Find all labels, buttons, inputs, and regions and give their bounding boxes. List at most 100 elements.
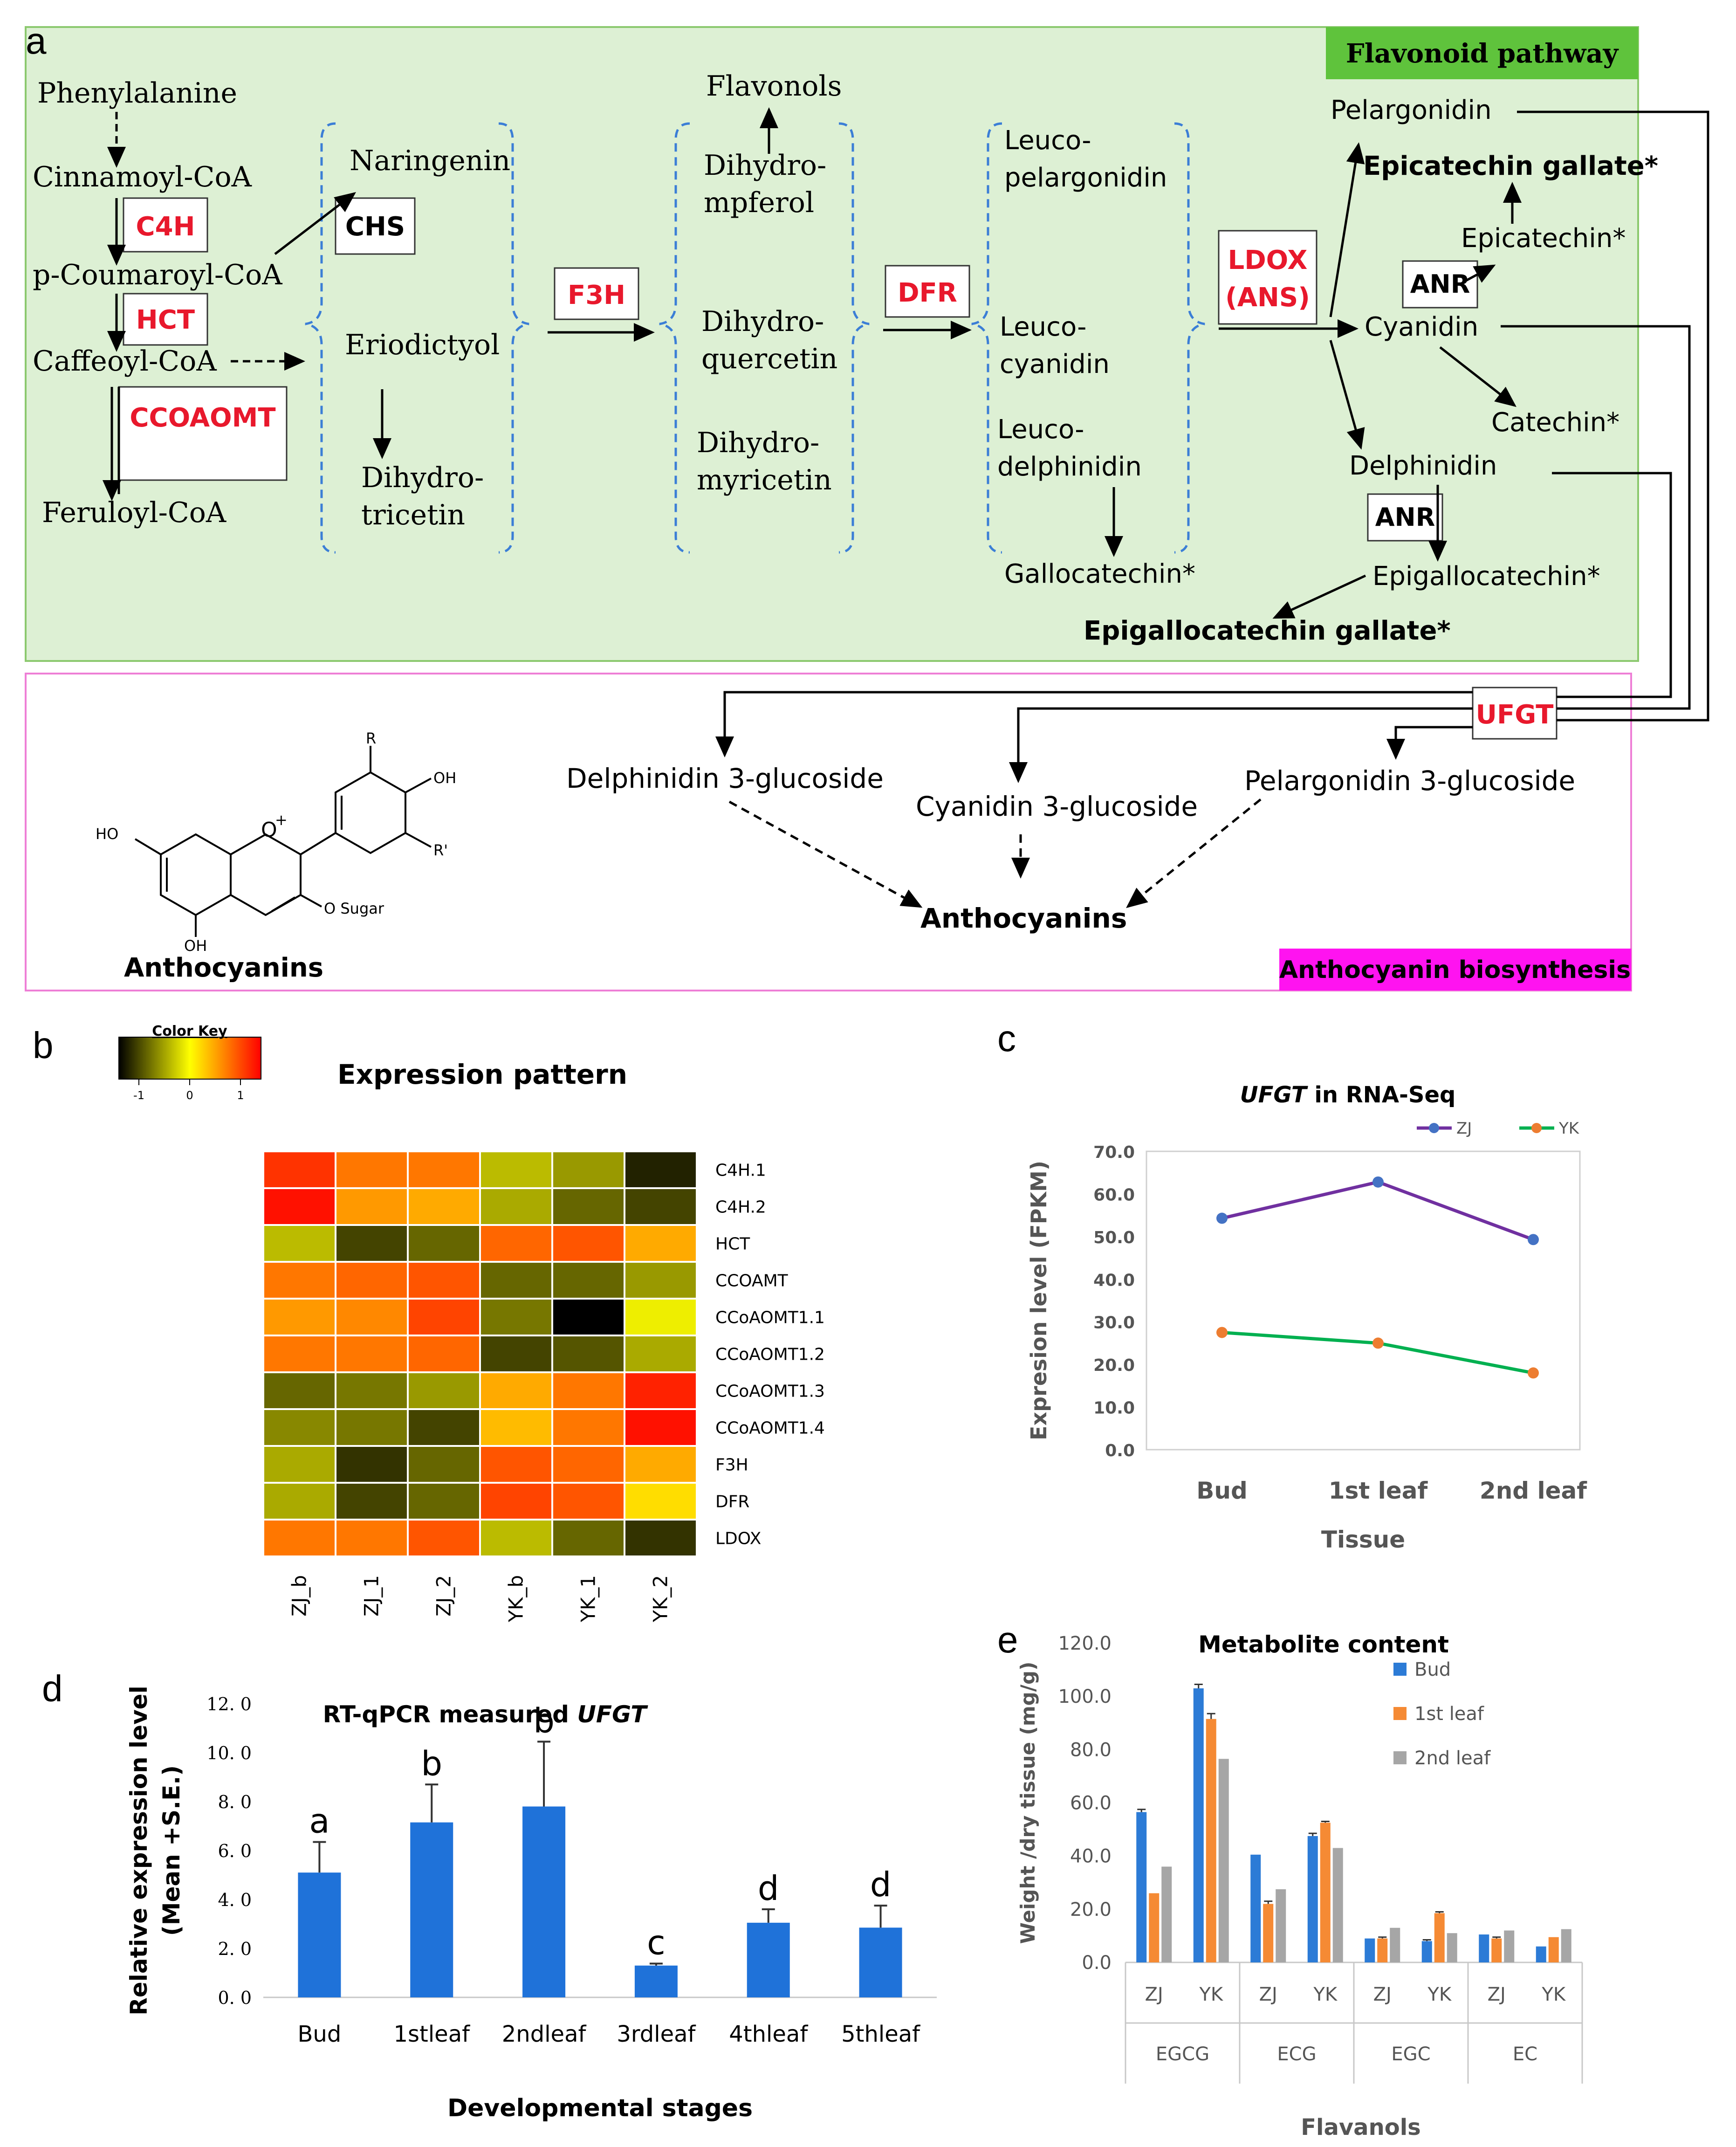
- y-tick-label: 100.0: [1058, 1686, 1112, 1707]
- enzyme-chs: CHS: [345, 212, 405, 242]
- heatmap-cell: [407, 1371, 481, 1410]
- pathway-arrows: [103, 107, 1709, 908]
- heatmap-grid: C4H.1 C4H.2 HCT CCOAMT CCoAOMT1.1 CCoAOMT1.2 C…: [262, 1150, 825, 1623]
- heatmap-cell: [551, 1371, 625, 1410]
- node-naringenin: Naringenin: [350, 145, 510, 177]
- heatmap-cell: [407, 1298, 481, 1336]
- heatmap-col-label: YK_b: [505, 1575, 528, 1623]
- y-tick-label: 30.0: [1093, 1314, 1135, 1333]
- node-eriodictyol: Eriodictyol: [345, 329, 500, 361]
- heatmap-cell: [551, 1445, 625, 1484]
- enzyme-box-hct: [123, 293, 208, 346]
- node-cyanidin-3-glucoside: Cyanidin 3-glucoside: [916, 791, 1198, 822]
- panel-letter-d: d: [42, 1668, 63, 1709]
- panel-c: c UFGT in RNA-Seq 0.0 10.0 20.0 30.0 40.0 50.…: [997, 1018, 1587, 1553]
- enzyme-ufgt: UFGT: [1476, 700, 1554, 730]
- bar-1st-leaf: [1206, 1719, 1216, 1962]
- bar-bud: [1536, 1946, 1546, 1962]
- y-tick-label: 8. 0: [218, 1792, 252, 1812]
- arrow-ufgt-p3g: [1386, 726, 1473, 760]
- struct-r: R: [366, 729, 376, 747]
- heatmap-cell: [335, 1371, 409, 1410]
- enzyme-anr-1: ANR: [1410, 269, 1470, 299]
- subgroup-label: ZJ: [1259, 1984, 1277, 2005]
- legend-swatch: [1393, 1663, 1407, 1676]
- y-axis-title: Weight /dry tissue (mg/g): [1016, 1662, 1039, 1944]
- bracket-1-right: [498, 122, 529, 554]
- heatmap-cell: [407, 1224, 481, 1263]
- arrow-to-pelargonidin: [1329, 142, 1365, 317]
- key-tick-pos: 1: [237, 1089, 244, 1102]
- y-tick-label: 20.0: [1093, 1356, 1135, 1375]
- flavonoid-pathway-box: [25, 26, 1639, 662]
- heatmap-cell: [624, 1298, 698, 1336]
- legend-swatch: [1393, 1751, 1407, 1764]
- chart-d-title-plain: RT-qPCR measured: [323, 1701, 577, 1728]
- bar-2nd-leaf: [1504, 1930, 1515, 1962]
- heatmap-col-label: YK_1: [577, 1575, 600, 1623]
- anthocyanin-title: Anthocyanin biosynthesis: [1279, 956, 1631, 984]
- legend-marker: [1531, 1123, 1542, 1133]
- heatmap-row-label: CCoAOMT1.1: [715, 1308, 825, 1328]
- chart-d-title-gene: UFGT: [577, 1701, 648, 1728]
- node-dihydroquercetin-2: quercetin: [701, 343, 837, 375]
- heatmap-cell: [624, 1408, 698, 1447]
- rtqpcr-bar-chart: 0. 0 2. 0 4. 0 6. 0 8. 0 10. 0 12. 0 a Bud b 1stle…: [125, 1686, 937, 2122]
- node-dihydrokaempferol-1: Dihydro-: [704, 149, 826, 182]
- heatmap-row-label: CCOAMT: [715, 1272, 789, 1291]
- node-epicatechin: Epicatechin*: [1461, 223, 1626, 254]
- arrow-cou-nar: [274, 192, 356, 255]
- arrow-cya-epicatechin: [1462, 264, 1496, 283]
- heatmap-cell: [479, 1298, 553, 1336]
- anthocyanin-box: [25, 673, 1632, 991]
- arrow-d3g-anthocyanins: [728, 800, 923, 908]
- bar-bud: [1250, 1854, 1261, 1962]
- bar: [634, 1965, 678, 1997]
- heatmap-col-label: YK_2: [649, 1575, 672, 1623]
- enzyme-box-anr-1: [1402, 260, 1478, 309]
- plot-area: [1146, 1150, 1581, 1451]
- arrow-to-delphinidin: [1329, 340, 1365, 450]
- node-feruloyl-coa: Feruloyl-CoA: [42, 496, 226, 529]
- node-epigallocatechin: Epigallocatechin*: [1372, 561, 1600, 592]
- x-tick-label: Bud: [1196, 1477, 1248, 1504]
- node-dihydromyricetin-1: Dihydro-: [697, 427, 819, 459]
- bar-2nd-leaf: [1447, 1933, 1457, 1962]
- heatmap-cell: [624, 1482, 698, 1521]
- enzyme-hct: HCT: [136, 305, 195, 335]
- node-caffeoyl-coa: Caffeoyl-CoA: [33, 345, 217, 378]
- heatmap-cell: [551, 1224, 625, 1263]
- color-key-bar: [118, 1037, 261, 1080]
- heatmap-cell: [407, 1150, 481, 1189]
- struct-o-sugar: O Sugar: [324, 900, 384, 917]
- heatmap-cell: [262, 1150, 336, 1189]
- heatmap-cell: [479, 1371, 553, 1410]
- panel-letter-b: b: [33, 1025, 54, 1066]
- heatmap-cell: [407, 1445, 481, 1484]
- heatmap-cell: [335, 1445, 409, 1484]
- enzyme-ldox: LDOX: [1228, 245, 1308, 275]
- node-dihydroquercetin-1: Dihydro-: [701, 305, 824, 338]
- bar-bud: [1136, 1812, 1147, 1962]
- data-point-yk: [1528, 1367, 1539, 1379]
- y-tick-label: 60.0: [1070, 1793, 1112, 1814]
- bar-bud: [1421, 1941, 1432, 1962]
- heatmap-title: Expression pattern: [337, 1059, 627, 1090]
- node-leucopelargonidin-1: Leuco-: [1004, 125, 1091, 156]
- struct-plus: +: [275, 811, 288, 829]
- group-label: EGC: [1391, 2044, 1430, 2065]
- legend-label: Bud: [1414, 1659, 1451, 1680]
- heatmap-cell: [335, 1224, 409, 1263]
- heatmap-row-label: CCoAOMT1.3: [715, 1382, 825, 1401]
- key-tick-neg: -1: [133, 1089, 144, 1102]
- heatmap-cell: [624, 1445, 698, 1484]
- panel-letter-a: a: [26, 20, 47, 62]
- subgroup-label: ZJ: [1373, 1984, 1392, 2005]
- bar-1st-leaf: [1263, 1904, 1274, 1962]
- arrow-ufgt-c3g: [1009, 707, 1473, 783]
- heatmap-row-label: C4H.2: [715, 1198, 766, 1217]
- enzyme-box-ufgt: [1472, 687, 1558, 740]
- struct-oh-bottom: OH: [184, 937, 207, 955]
- node-dihydrotricetin-2: tricetin: [361, 499, 465, 531]
- bar: [747, 1922, 790, 1997]
